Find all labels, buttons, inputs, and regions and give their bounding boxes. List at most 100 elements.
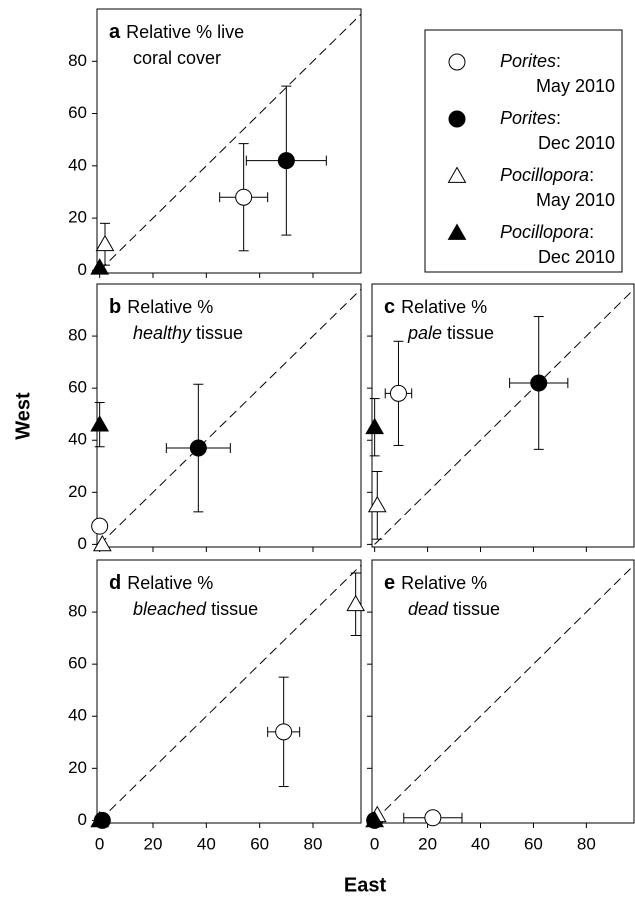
y-tick-label: 20 <box>68 758 87 777</box>
legend-label: Porites: <box>500 51 561 71</box>
panel-frame <box>96 283 362 548</box>
x-tick-label: 80 <box>577 834 596 853</box>
marker <box>448 53 466 71</box>
legend-punct: : <box>589 222 594 242</box>
x-tick-label: 20 <box>144 834 163 853</box>
y-tick-label: 80 <box>68 51 87 70</box>
panel-title: a Relative % live <box>109 21 244 43</box>
y-tick-label: 40 <box>68 430 87 449</box>
x-axis-label: East <box>344 874 387 896</box>
marker <box>277 152 295 170</box>
legend-punct: : <box>556 51 561 71</box>
x-tick-label: 0 <box>370 834 379 853</box>
x-tick-label: 40 <box>197 834 216 853</box>
x-tick-label: 0 <box>95 834 104 853</box>
reference-line <box>374 288 635 545</box>
marker <box>90 810 110 828</box>
panel-subtitle-text: tissue <box>453 599 500 619</box>
panel-subtitle-text: coral cover <box>133 48 221 68</box>
panel-subtitle: healthy tissue <box>133 323 243 343</box>
panel-title: b Relative % <box>109 296 213 318</box>
legend-period: May 2010 <box>536 76 615 96</box>
marker <box>448 110 466 128</box>
reference-line <box>99 288 362 545</box>
marker <box>346 594 366 612</box>
panel-letter: c <box>384 296 395 318</box>
panel-title: d Relative % <box>109 572 213 594</box>
panel-subtitle-italic: dead <box>408 599 449 619</box>
marker <box>189 439 207 457</box>
panel-frame <box>96 8 362 274</box>
panel-title: c Relative % <box>384 296 487 318</box>
x-tick-label: 60 <box>524 834 543 853</box>
panel-title-text: Relative % <box>127 297 213 317</box>
marker <box>447 166 467 183</box>
y-tick-label: 0 <box>78 260 87 279</box>
panel-frame <box>96 559 362 824</box>
y-tick-label: 60 <box>68 378 87 397</box>
marker <box>275 723 293 741</box>
y-tick-label: 40 <box>68 706 87 725</box>
panel-subtitle: bleached tissue <box>133 599 258 619</box>
panel-subtitle: pale tissue <box>407 323 494 343</box>
x-tick-label: 40 <box>471 834 490 853</box>
reference-line <box>99 13 362 271</box>
y-tick-label: 60 <box>68 654 87 673</box>
panel-letter: e <box>384 572 395 594</box>
legend-taxon: Porites <box>500 51 556 71</box>
panel-title-text: Relative % live <box>126 22 244 42</box>
legend-label: Porites: <box>500 108 561 128</box>
y-tick-label: 80 <box>68 326 87 345</box>
marker <box>530 374 548 392</box>
y-tick-label: 20 <box>68 208 87 227</box>
panel-title-text: Relative % <box>401 297 487 317</box>
reference-line <box>99 564 362 821</box>
marker <box>90 415 110 432</box>
x-tick-label: 60 <box>250 834 269 853</box>
panel-frame <box>371 283 635 548</box>
legend-period: Dec 2010 <box>538 133 615 153</box>
legend-punct: : <box>589 165 594 185</box>
legend-period: Dec 2010 <box>538 247 615 267</box>
marker <box>365 810 385 828</box>
panel-title: e Relative % <box>384 572 487 594</box>
y-tick-label: 20 <box>68 482 87 501</box>
y-tick-label: 40 <box>68 155 87 174</box>
panel-subtitle-italic: bleached <box>133 599 207 619</box>
marker <box>92 534 112 552</box>
panel-subtitle: dead tissue <box>408 599 500 619</box>
legend-taxon: Pocillopora <box>500 165 589 185</box>
marker <box>365 417 385 435</box>
panel-letter: b <box>109 296 121 318</box>
marker <box>235 188 253 206</box>
legend-taxon: Pocillopora <box>500 222 589 242</box>
y-tick-label: 60 <box>68 103 87 122</box>
y-axis-label: West <box>12 392 34 440</box>
panel-title-text: Relative % <box>401 573 487 593</box>
panel-subtitle-italic: pale <box>407 323 442 343</box>
marker <box>367 495 387 513</box>
y-tick-label: 80 <box>68 602 87 621</box>
panel-subtitle: coral cover <box>133 48 221 68</box>
legend-punct: : <box>556 108 561 128</box>
x-tick-label: 80 <box>304 834 323 853</box>
panel-letter: a <box>109 21 121 43</box>
legend-label: Pocillopora: <box>500 222 594 242</box>
y-tick-label: 0 <box>78 534 87 553</box>
legend-period: May 2010 <box>536 190 615 210</box>
marker <box>90 258 110 275</box>
panel-frame <box>371 559 635 824</box>
panel-letter: d <box>109 572 121 594</box>
legend-taxon: Porites <box>500 108 556 128</box>
panel-subtitle-italic: healthy <box>133 323 192 343</box>
marker <box>447 223 467 240</box>
marker <box>95 234 115 252</box>
y-tick-label: 0 <box>78 810 87 829</box>
panel-subtitle-text: tissue <box>447 323 494 343</box>
panel-title-text: Relative % <box>127 573 213 593</box>
marker <box>91 517 109 535</box>
marker <box>424 809 442 827</box>
panel-subtitle-text: tissue <box>196 323 243 343</box>
panel-subtitle-text: tissue <box>211 599 258 619</box>
